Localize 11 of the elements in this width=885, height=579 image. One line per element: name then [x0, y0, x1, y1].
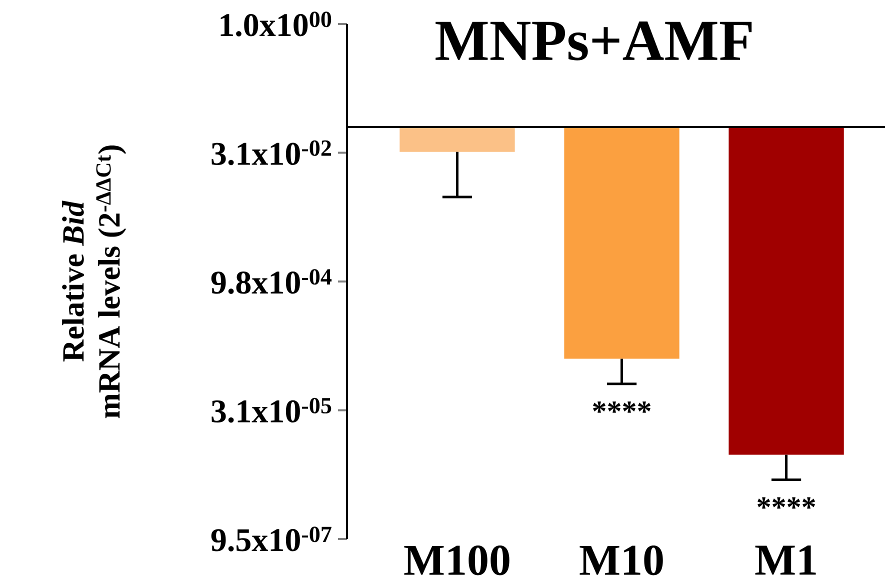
y-tick-label: 3.1x10$^{-02}$	[212, 140, 331, 166]
y-tick-label: 9.5x10$^{-07}$	[211, 526, 332, 552]
x-tick-label: M100	[404, 546, 510, 576]
x-tick-label: M1	[755, 546, 816, 575]
y-tick-label: 1.0x10$^{00}$	[220, 12, 332, 36]
annotation: ****	[593, 401, 651, 413]
y-tick-label: 3.1x10$^{-05}$	[212, 398, 332, 423]
chart-title: MNPs+AMF	[436, 22, 752, 60]
y-tick-label: 9.8x10$^{-04}$	[211, 269, 332, 294]
annotation: ****	[758, 497, 816, 509]
x-tick-label: M10	[580, 546, 663, 576]
